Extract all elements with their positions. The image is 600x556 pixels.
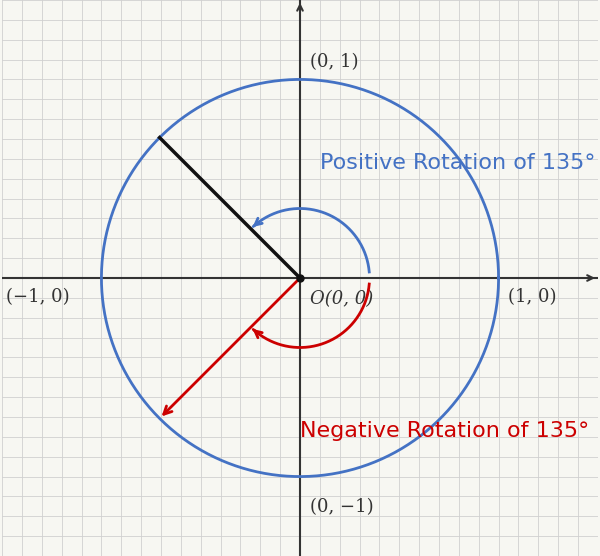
Text: (0, −1): (0, −1) xyxy=(310,498,374,517)
Text: Negative Rotation of 135°: Negative Rotation of 135° xyxy=(300,421,589,441)
Text: (−1, 0): (−1, 0) xyxy=(6,288,70,306)
Text: (0, 1): (0, 1) xyxy=(310,53,358,72)
Text: Positive Rotation of 135°: Positive Rotation of 135° xyxy=(320,153,595,173)
Text: O(0, 0): O(0, 0) xyxy=(310,290,373,308)
Text: (1, 0): (1, 0) xyxy=(509,288,557,306)
